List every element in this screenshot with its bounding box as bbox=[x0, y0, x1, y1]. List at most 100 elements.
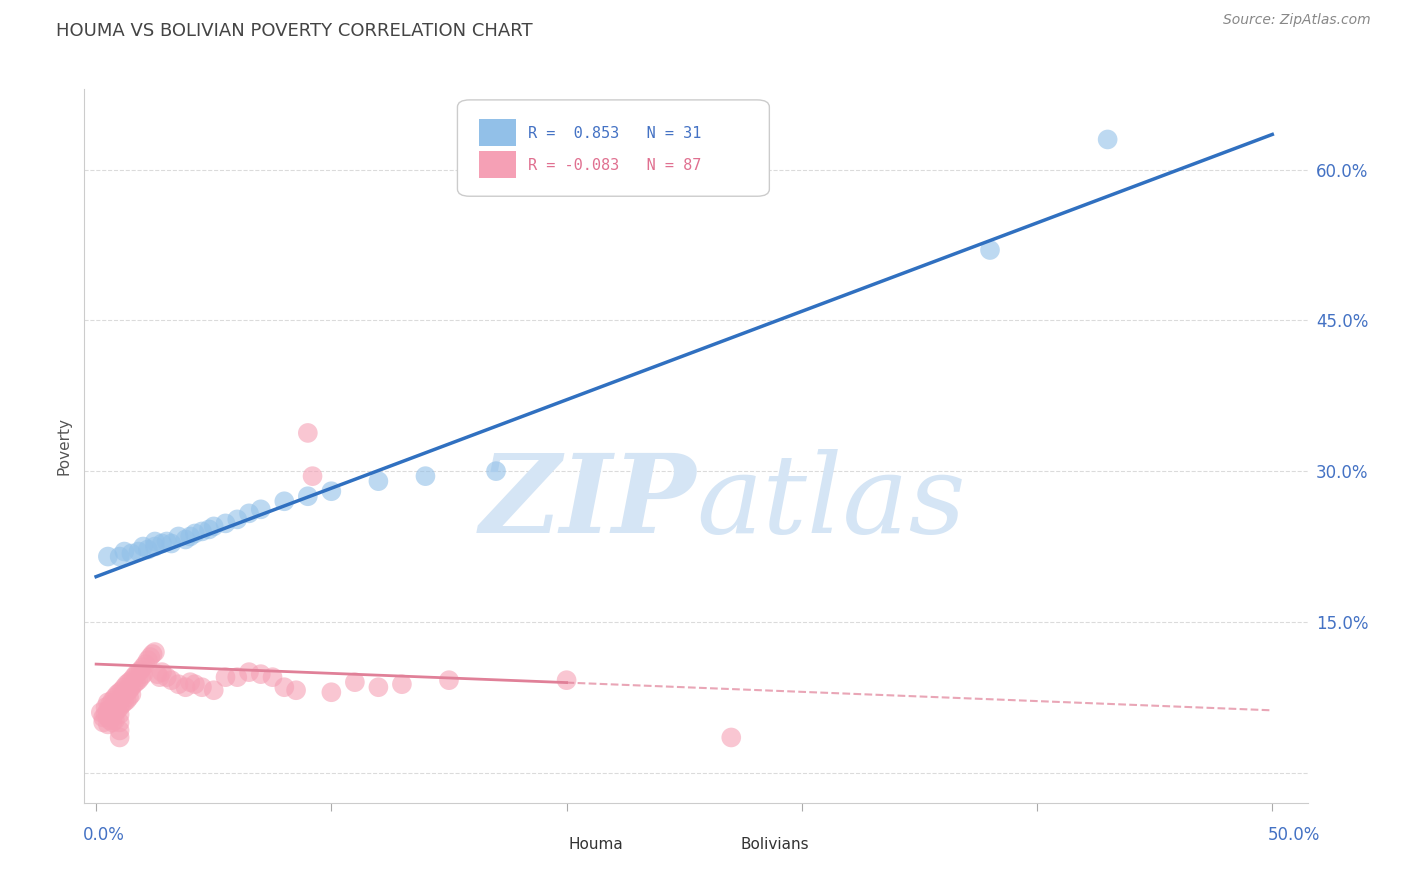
Point bbox=[112, 544, 135, 558]
Point bbox=[150, 536, 173, 550]
Point bbox=[1097, 132, 1119, 146]
Point bbox=[108, 715, 131, 730]
Point bbox=[112, 680, 135, 694]
Bar bbox=[479, 120, 516, 146]
Point bbox=[136, 542, 159, 557]
Point bbox=[112, 695, 135, 709]
Point bbox=[297, 489, 319, 503]
Point bbox=[115, 693, 138, 707]
Point bbox=[184, 526, 207, 541]
Point bbox=[179, 675, 201, 690]
Point bbox=[343, 675, 366, 690]
Point bbox=[105, 695, 128, 709]
Point bbox=[720, 731, 742, 745]
Bar bbox=[479, 152, 516, 178]
Point bbox=[120, 680, 142, 694]
Point bbox=[142, 647, 165, 661]
Point bbox=[238, 665, 260, 680]
Text: Source: ZipAtlas.com: Source: ZipAtlas.com bbox=[1223, 13, 1371, 28]
Point bbox=[97, 710, 120, 724]
Text: 50.0%: 50.0% bbox=[1267, 826, 1320, 844]
Point bbox=[174, 680, 197, 694]
Point bbox=[321, 484, 343, 499]
Point bbox=[367, 680, 389, 694]
Point bbox=[108, 685, 131, 699]
Point bbox=[97, 695, 120, 709]
Point bbox=[485, 464, 508, 478]
Point bbox=[391, 677, 413, 691]
Point bbox=[226, 512, 249, 526]
Point bbox=[105, 703, 128, 717]
Point bbox=[118, 690, 141, 705]
Point bbox=[129, 663, 152, 677]
Point bbox=[321, 685, 343, 699]
Point bbox=[167, 677, 190, 691]
Point bbox=[262, 670, 284, 684]
Point bbox=[104, 714, 127, 728]
Point bbox=[97, 717, 120, 731]
Point bbox=[108, 731, 131, 745]
Point bbox=[132, 540, 155, 554]
Point bbox=[108, 693, 131, 707]
Point bbox=[122, 677, 145, 691]
Point bbox=[214, 670, 236, 684]
Point bbox=[120, 687, 142, 701]
Text: R =  0.853   N = 31: R = 0.853 N = 31 bbox=[529, 126, 702, 141]
Point bbox=[174, 533, 197, 547]
Point bbox=[125, 667, 148, 681]
Point bbox=[367, 474, 389, 488]
Point bbox=[136, 653, 159, 667]
Text: HOUMA VS BOLIVIAN POVERTY CORRELATION CHART: HOUMA VS BOLIVIAN POVERTY CORRELATION CH… bbox=[56, 22, 533, 40]
Point bbox=[156, 534, 179, 549]
Point bbox=[143, 540, 166, 554]
Point bbox=[101, 693, 124, 707]
Point bbox=[101, 700, 124, 714]
Point bbox=[118, 675, 141, 690]
Point bbox=[415, 469, 437, 483]
Point bbox=[555, 673, 578, 688]
Point bbox=[139, 650, 162, 665]
Point bbox=[150, 665, 173, 680]
Point bbox=[122, 670, 145, 684]
Point bbox=[156, 670, 179, 684]
Point bbox=[127, 673, 149, 688]
Point bbox=[297, 425, 319, 440]
Point bbox=[301, 469, 323, 483]
Point bbox=[160, 536, 183, 550]
Point bbox=[118, 683, 141, 698]
Point bbox=[249, 502, 271, 516]
Point bbox=[97, 549, 120, 564]
Point bbox=[132, 667, 155, 681]
Point bbox=[127, 665, 149, 680]
Point bbox=[125, 675, 148, 690]
Point bbox=[273, 494, 295, 508]
Point bbox=[94, 707, 117, 722]
Point bbox=[120, 547, 142, 561]
Point bbox=[135, 657, 157, 672]
Point bbox=[111, 683, 134, 698]
Point bbox=[191, 524, 214, 539]
Point bbox=[249, 667, 271, 681]
Point bbox=[214, 516, 236, 531]
Point bbox=[226, 670, 249, 684]
Point bbox=[202, 519, 225, 533]
Point bbox=[104, 690, 127, 705]
Point bbox=[98, 706, 121, 720]
Point bbox=[111, 698, 134, 712]
Point bbox=[98, 714, 121, 728]
Point bbox=[191, 680, 214, 694]
Point bbox=[184, 677, 207, 691]
Text: Bolivians: Bolivians bbox=[740, 837, 808, 852]
Point bbox=[132, 660, 155, 674]
Point bbox=[238, 506, 260, 520]
Point bbox=[160, 673, 183, 688]
Point bbox=[120, 673, 142, 688]
Point bbox=[94, 700, 117, 714]
Point bbox=[127, 544, 149, 558]
Point bbox=[198, 523, 221, 537]
Point bbox=[143, 645, 166, 659]
Point bbox=[111, 690, 134, 705]
Point bbox=[167, 529, 190, 543]
Y-axis label: Poverty: Poverty bbox=[56, 417, 72, 475]
Point bbox=[979, 243, 1001, 257]
